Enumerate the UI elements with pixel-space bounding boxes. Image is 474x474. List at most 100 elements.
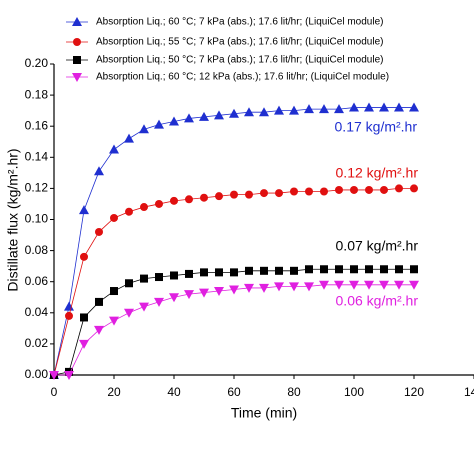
marker bbox=[349, 280, 359, 290]
y-tick-label: 0.06 bbox=[25, 274, 49, 288]
marker bbox=[72, 73, 82, 82]
marker bbox=[260, 266, 268, 275]
annotation: 0.12 kg/m².hr bbox=[336, 165, 419, 181]
marker bbox=[365, 185, 373, 194]
marker bbox=[334, 104, 344, 114]
marker bbox=[125, 207, 133, 216]
legend-label: Absorption Liq.; 50 °C; 7 kPa (abs.); 17… bbox=[96, 55, 383, 66]
marker bbox=[244, 283, 254, 293]
marker bbox=[170, 271, 178, 280]
marker bbox=[409, 102, 419, 112]
marker bbox=[305, 187, 313, 196]
marker bbox=[110, 287, 118, 296]
marker bbox=[169, 293, 179, 303]
marker bbox=[155, 199, 163, 208]
marker bbox=[109, 144, 119, 154]
marker bbox=[380, 185, 388, 194]
marker bbox=[289, 105, 299, 115]
marker bbox=[259, 107, 269, 117]
marker bbox=[65, 311, 73, 320]
marker bbox=[169, 116, 179, 126]
x-axis-label: Time (min) bbox=[231, 405, 297, 421]
marker bbox=[409, 280, 419, 290]
annotation: 0.06 kg/m².hr bbox=[336, 293, 419, 309]
marker bbox=[335, 265, 343, 274]
marker bbox=[229, 108, 239, 118]
y-tick-label: 0.14 bbox=[25, 149, 49, 163]
y-tick-label: 0.18 bbox=[25, 87, 49, 101]
marker bbox=[244, 107, 254, 117]
marker bbox=[140, 203, 148, 212]
marker bbox=[154, 119, 164, 129]
marker bbox=[200, 193, 208, 202]
marker bbox=[199, 288, 209, 298]
x-tick-label: 0 bbox=[51, 385, 58, 399]
y-tick-label: 0.10 bbox=[25, 212, 49, 226]
marker bbox=[230, 268, 238, 277]
x-tick-label: 120 bbox=[404, 385, 424, 399]
marker bbox=[79, 205, 89, 215]
marker bbox=[350, 185, 358, 194]
marker bbox=[200, 268, 208, 277]
marker bbox=[260, 189, 268, 198]
marker bbox=[64, 301, 74, 311]
marker bbox=[349, 102, 359, 112]
y-axis-label: Distillate flux (kg/m².hr) bbox=[5, 148, 21, 291]
marker bbox=[364, 102, 374, 112]
marker bbox=[49, 371, 59, 380]
marker bbox=[214, 287, 224, 297]
marker bbox=[155, 273, 163, 282]
marker bbox=[395, 265, 403, 274]
marker bbox=[215, 192, 223, 201]
marker bbox=[245, 190, 253, 199]
marker bbox=[379, 102, 389, 112]
y-tick-label: 0.00 bbox=[25, 367, 49, 381]
marker bbox=[139, 302, 149, 312]
annotation: 0.17 kg/m².hr bbox=[335, 119, 418, 135]
marker bbox=[379, 280, 389, 290]
marker bbox=[290, 266, 298, 275]
marker bbox=[245, 266, 253, 275]
marker bbox=[290, 187, 298, 196]
marker bbox=[410, 184, 418, 193]
x-tick-label: 80 bbox=[287, 385, 301, 399]
marker bbox=[274, 282, 284, 292]
marker bbox=[94, 166, 104, 176]
marker bbox=[304, 104, 314, 114]
marker bbox=[410, 265, 418, 274]
marker bbox=[259, 283, 269, 293]
x-tick-label: 40 bbox=[167, 385, 181, 399]
marker bbox=[94, 325, 104, 335]
marker bbox=[72, 17, 82, 26]
marker bbox=[215, 268, 223, 277]
marker bbox=[80, 313, 88, 322]
marker bbox=[124, 133, 134, 143]
series-line bbox=[53, 188, 414, 376]
marker bbox=[320, 265, 328, 274]
marker bbox=[73, 56, 81, 64]
marker bbox=[380, 265, 388, 274]
marker bbox=[125, 279, 133, 288]
marker bbox=[214, 110, 224, 120]
y-tick-label: 0.16 bbox=[25, 118, 49, 132]
marker bbox=[139, 124, 149, 134]
marker bbox=[79, 339, 89, 349]
y-tick-label: 0.20 bbox=[25, 56, 49, 70]
marker bbox=[199, 111, 209, 121]
marker bbox=[184, 113, 194, 123]
marker bbox=[229, 285, 239, 295]
marker bbox=[274, 105, 284, 115]
marker bbox=[185, 195, 193, 204]
legend-label: Absorption Liq.; 60 °C; 7 kPa (abs.); 17… bbox=[96, 17, 383, 28]
marker bbox=[73, 38, 81, 46]
marker bbox=[184, 290, 194, 300]
marker bbox=[289, 282, 299, 292]
marker bbox=[95, 297, 103, 306]
y-tick-label: 0.12 bbox=[25, 181, 49, 195]
y-tick-label: 0.02 bbox=[25, 336, 49, 350]
marker bbox=[170, 196, 178, 205]
x-tick-label: 140 bbox=[464, 385, 474, 399]
marker bbox=[140, 274, 148, 283]
marker bbox=[154, 297, 164, 307]
